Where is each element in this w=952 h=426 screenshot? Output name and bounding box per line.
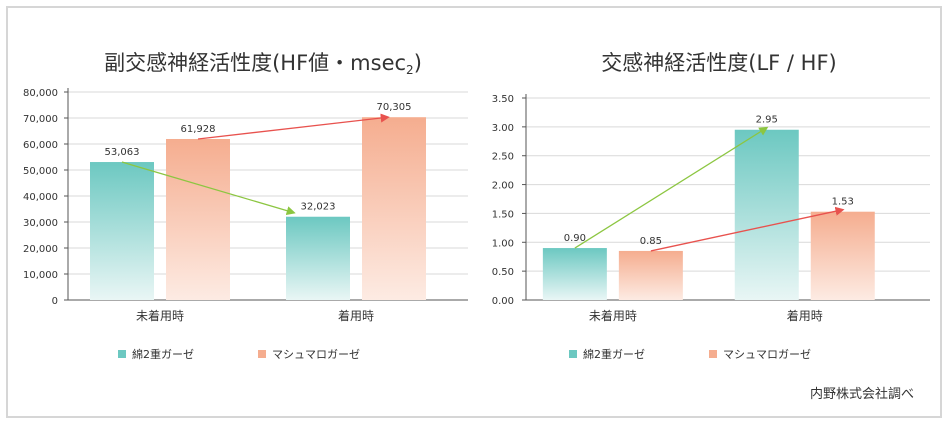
x-category-label: 着用時 xyxy=(338,308,374,323)
green-trend-arrow xyxy=(574,126,769,249)
red-trend-arrow xyxy=(650,206,845,252)
y-tick-label: 40,000 xyxy=(23,192,58,203)
data-label: 70,305 xyxy=(377,102,412,113)
data-label: 61,928 xyxy=(181,124,216,135)
chart-svg: 副交感神経活性度(HF値・msec2) 0 10,000 20,000 30,000 40… xyxy=(23,51,468,361)
data-label: 1.53 xyxy=(832,197,854,208)
legend-swatch xyxy=(118,350,126,358)
y-tick-label: 1.50 xyxy=(492,209,514,220)
chart-title: 交感神経活性度(LF / HF) xyxy=(601,51,836,75)
y-tick-label: 3.50 xyxy=(492,94,514,105)
source-note: 内野株式会社調べ xyxy=(809,387,914,402)
y-tick-label: 30,000 xyxy=(23,218,58,229)
chart-title: 副交感神経活性度(HF値・msec2) xyxy=(104,51,422,77)
x-category-label: 着用時 xyxy=(787,308,823,323)
bar xyxy=(90,162,154,300)
y-tick-label: 10,000 xyxy=(23,270,58,281)
x-category-label: 未着用時 xyxy=(136,308,184,323)
y-tick-label: 1.00 xyxy=(492,238,514,249)
y-tick-label: 20,000 xyxy=(23,244,58,255)
red-trend-arrow xyxy=(197,113,390,140)
bar xyxy=(810,211,875,300)
bar xyxy=(286,216,350,300)
legend-label: マシュマロガーゼ xyxy=(272,348,360,361)
data-label: 2.95 xyxy=(756,115,778,126)
data-label: 53,063 xyxy=(105,147,140,158)
bar xyxy=(618,250,683,300)
chart-svg: 交感神経活性度(LF / HF) 0.00 0.50 1.00 1.50 2.00 2.50… xyxy=(492,51,930,361)
hf-chart: 副交感神経活性度(HF値・msec2) 0 10,000 20,000 30,000 40… xyxy=(8,8,474,418)
y-tick-label: 2.50 xyxy=(492,152,514,163)
data-label: 0.90 xyxy=(564,233,586,244)
y-tick-label: 70,000 xyxy=(23,114,58,125)
y-tick-label: 3.00 xyxy=(492,123,514,134)
legend-swatch xyxy=(569,350,577,358)
x-category-label: 未着用時 xyxy=(589,308,637,323)
lf-hf-chart: 交感神経活性度(LF / HF) 0.00 0.50 1.00 1.50 2.00 2.50… xyxy=(474,8,940,418)
legend-label: マシュマロガーゼ xyxy=(723,348,811,361)
y-tick-label: 60,000 xyxy=(23,140,58,151)
legend-swatch xyxy=(258,350,266,358)
y-tick-label: 50,000 xyxy=(23,166,58,177)
bar xyxy=(166,138,230,300)
green-trend-arrow xyxy=(121,161,296,216)
legend-label: 綿2重ガーゼ xyxy=(583,347,645,361)
bar xyxy=(734,129,799,300)
bar xyxy=(542,248,607,300)
legend-swatch xyxy=(709,350,717,358)
data-label: 32,023 xyxy=(301,202,336,213)
figure-frame: 副交感神経活性度(HF値・msec2) 0 10,000 20,000 30,000 40… xyxy=(6,6,942,418)
legend-label: 綿2重ガーゼ xyxy=(132,347,194,361)
bar xyxy=(362,117,426,300)
y-tick-label: 0 xyxy=(52,296,58,307)
y-tick-label: 2.00 xyxy=(492,181,514,192)
y-tick-label: 0.00 xyxy=(492,296,514,307)
y-tick-label: 0.50 xyxy=(492,267,514,278)
data-label: 0.85 xyxy=(640,236,662,247)
y-tick-label: 80,000 xyxy=(23,88,58,99)
